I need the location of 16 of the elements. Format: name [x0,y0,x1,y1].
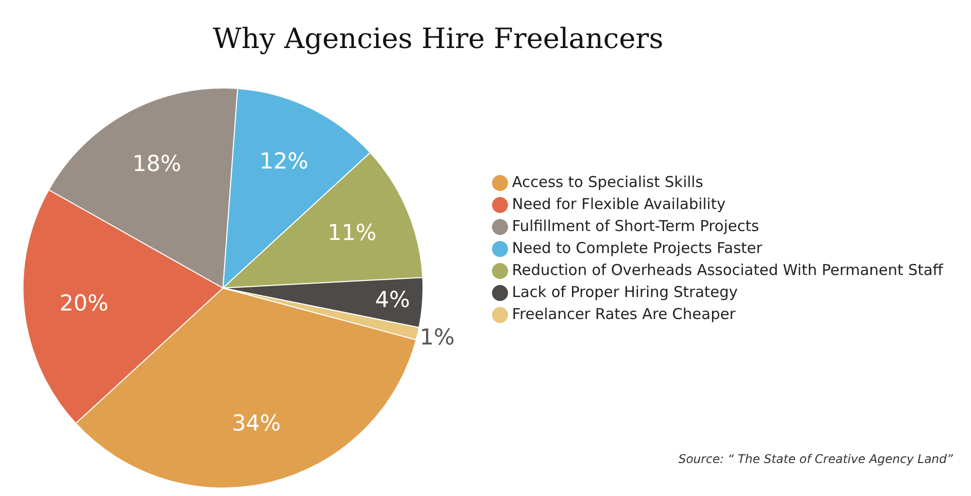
legend-label: Freelancer Rates Are Cheaper [512,305,736,323]
data-label: 20% [59,292,108,317]
data-label: 1% [420,326,455,351]
chart-title: Why Agencies Hire Freelancers [212,22,664,55]
data-label: 4% [375,288,410,313]
legend-label: Access to Specialist Skills [512,173,704,191]
data-label: 34% [232,411,281,436]
data-label: 18% [132,152,182,178]
data-label: 11% [328,221,377,246]
legend-label: Need for Flexible Availability [512,195,726,213]
legend-label: Need to Complete Projects Faster [512,239,762,257]
legend-label: Lack of Proper Hiring Strategy [512,283,738,301]
legend-label: Fulfillment of Short-Term Projects [512,217,760,235]
legend-label: Reduction of Overheads Associated With Permanent Staff [512,261,943,279]
source-note: Source: “ The State of Creative Agency Land” [678,452,953,466]
data-label: 12% [259,149,308,174]
